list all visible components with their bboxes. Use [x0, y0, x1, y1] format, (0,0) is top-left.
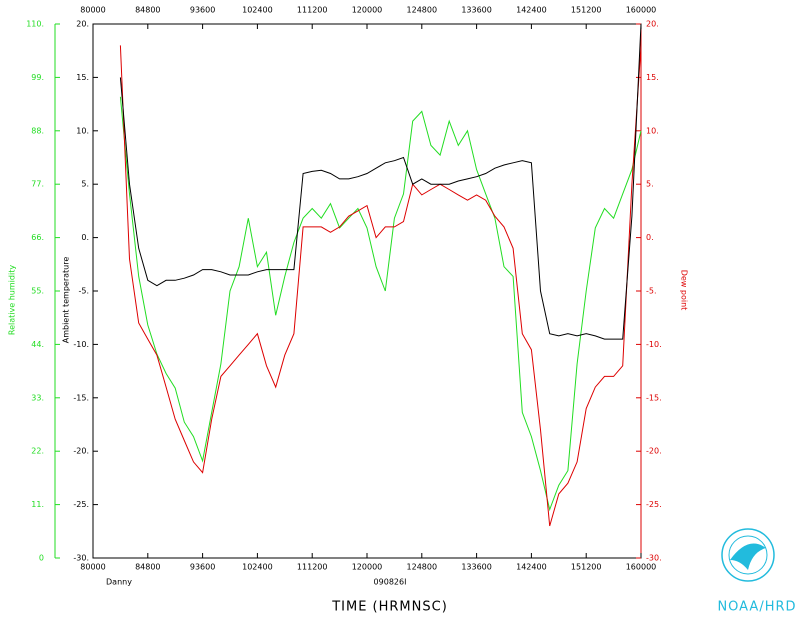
y-tick-label: -5. [78, 287, 89, 296]
y-tick-label: 11. [31, 500, 44, 509]
y-tick-label: 10. [76, 126, 89, 135]
y-tick-label: 0. [81, 233, 89, 242]
y-tick-label: 88. [31, 126, 44, 135]
series-line [119, 23, 642, 340]
y-tick-label: 33. [31, 393, 44, 402]
agency: NOAA/HRD [717, 600, 796, 615]
x-tick-label-top: 124800 [407, 6, 438, 15]
y-tick-label: 66. [31, 233, 44, 242]
x-tick-label-top: 133600 [461, 6, 492, 15]
x-tick-label-top: 84800 [135, 6, 160, 15]
y-tick-label: -25. [646, 500, 662, 509]
series-line [119, 45, 642, 527]
y-tick-label: -10. [646, 340, 662, 349]
x-tick-label-top: 93600 [190, 6, 215, 15]
x-tick-label: 80000 [80, 563, 105, 572]
y-tick-label: 110. [26, 20, 44, 29]
x-tick-label: 120000 [352, 563, 383, 572]
y-tick-label: 15. [646, 73, 659, 82]
y-tick-label: 10. [646, 126, 659, 135]
x-tick-label-top: 142400 [516, 6, 547, 15]
storm-name: Danny [106, 578, 132, 587]
y-tick-label: -10. [73, 340, 89, 349]
y-tick-label: -15. [73, 393, 89, 402]
y-tick-label: 99. [31, 73, 44, 82]
x-tick-label-top: 160000 [626, 6, 657, 15]
dew-axis-title: Dew point [680, 270, 689, 311]
y-tick-label: 44. [31, 340, 44, 349]
y-tick-label: -30. [73, 554, 89, 563]
y-tick-label: 15. [76, 73, 89, 82]
y-tick-label: 0 [39, 554, 44, 563]
y-tick-label: 5. [646, 180, 654, 189]
y-tick-label: -30. [646, 554, 662, 563]
x-tick-label: 142400 [516, 563, 547, 572]
rh-axis-title: Relative humidity [8, 265, 17, 335]
y-tick-label: 20. [76, 20, 89, 29]
y-tick-label: 0. [646, 233, 654, 242]
x-tick-label-top: 80000 [80, 6, 105, 15]
x-tick-label-top: 102400 [242, 6, 273, 15]
y-tick-label: -15. [646, 393, 662, 402]
y-tick-label: -25. [73, 500, 89, 509]
y-tick-label: 5. [81, 180, 89, 189]
x-tick-label: 151200 [571, 563, 602, 572]
temp-axis-title: Ambient temperature [62, 257, 71, 344]
x-tick-label: 124800 [407, 563, 438, 572]
x-tick-label: 111200 [297, 563, 328, 572]
y-tick-label: 22. [31, 447, 44, 456]
x-axis-title: TIME (HRMNSC) [331, 600, 448, 615]
x-tick-label: 84800 [135, 563, 160, 572]
x-tick-label: 133600 [461, 563, 492, 572]
flight-id: 090826I [374, 578, 407, 587]
y-tick-label: 20. [646, 20, 659, 29]
y-tick-label: 55. [31, 287, 44, 296]
x-tick-label: 160000 [626, 563, 657, 572]
x-tick-label-top: 151200 [571, 6, 602, 15]
x-tick-label: 93600 [190, 563, 215, 572]
series-line [119, 96, 642, 512]
noaa-logo [721, 528, 775, 582]
y-tick-label: -20. [646, 447, 662, 456]
x-tick-label: 102400 [242, 563, 273, 572]
plot-frame [92, 23, 642, 559]
x-tick-label-top: 111200 [297, 6, 328, 15]
y-tick-label: -20. [73, 447, 89, 456]
x-tick-label-top: 120000 [352, 6, 383, 15]
y-tick-label: -5. [646, 287, 657, 296]
y-tick-label: 77. [31, 180, 44, 189]
